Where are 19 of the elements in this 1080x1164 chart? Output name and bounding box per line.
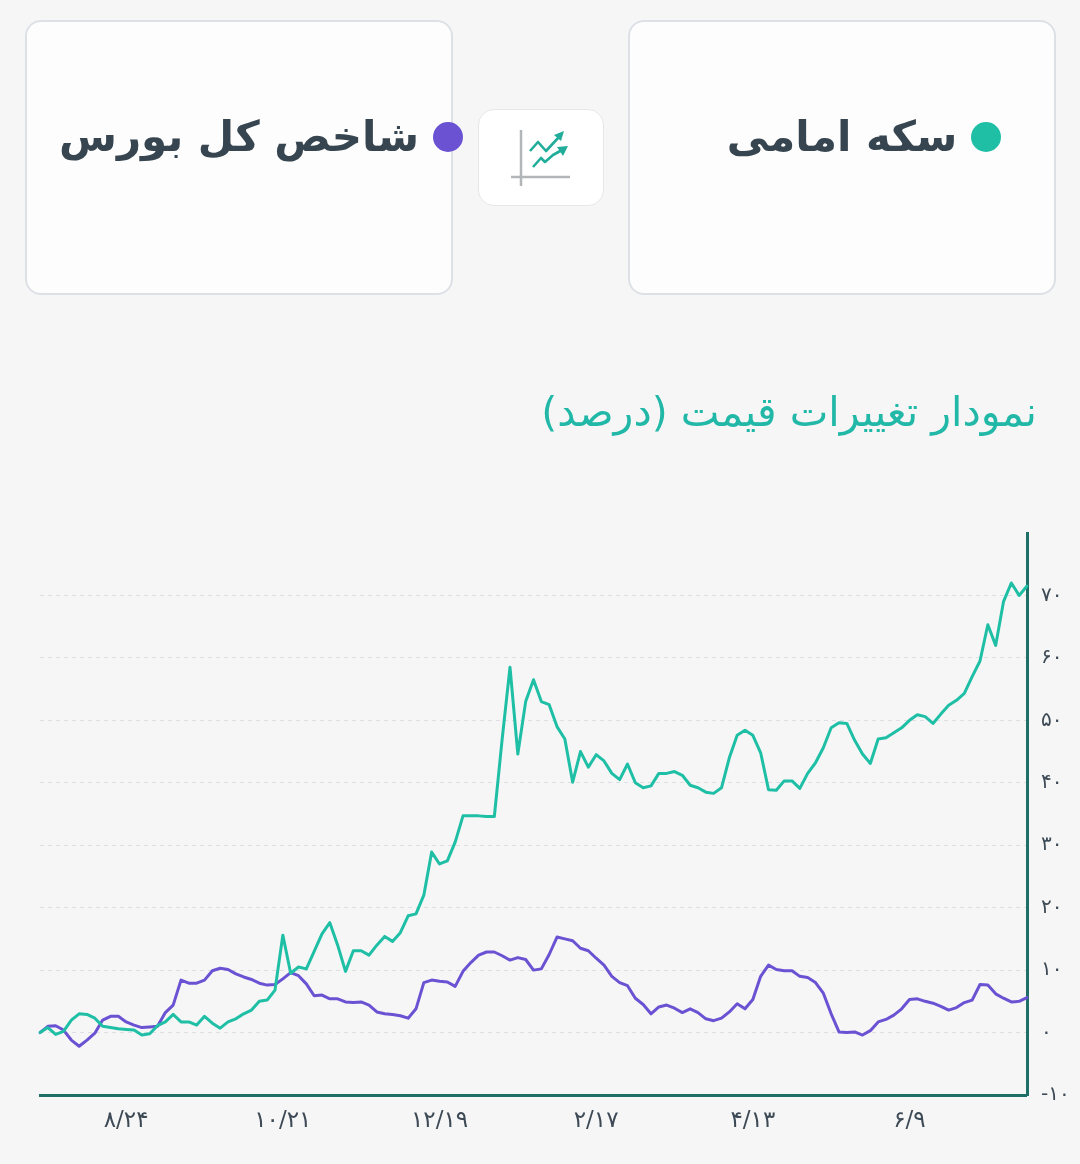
x-tick-label: ۱۲/۱۹ bbox=[410, 1105, 469, 1132]
x-tick-label: ۸/۲۴ bbox=[103, 1105, 149, 1132]
y-tick-label: ۱۰ bbox=[1041, 956, 1063, 981]
chart-title: نمودار تغییرات قیمت (درصد) bbox=[541, 388, 1037, 436]
y-tick-label: ۵۰ bbox=[1041, 706, 1063, 731]
x-tick-label: ۱۰/۲۱ bbox=[254, 1105, 312, 1132]
y-tick-label: ۳۰ bbox=[1041, 831, 1063, 856]
y-tick-label: ۴۰ bbox=[1041, 768, 1063, 793]
legend-label: شاخص کل بورس bbox=[58, 112, 420, 161]
x-tick-label: ۲/۱۷ bbox=[573, 1105, 619, 1132]
card: سکه امامی bbox=[628, 20, 1056, 295]
y-tick-label: ۶۰ bbox=[1041, 644, 1063, 669]
y-tick-label: ۲۰ bbox=[1041, 893, 1063, 918]
y-tick-label: ۰ bbox=[1041, 1018, 1052, 1043]
y-tick-label: -۱۰ bbox=[1041, 1081, 1070, 1106]
x-tick-label: ۴/۱۳ bbox=[730, 1105, 776, 1132]
y-tick-label: ۷۰ bbox=[1041, 581, 1063, 606]
x-tick-label: ۶/۹ bbox=[893, 1105, 926, 1132]
legend-label: سکه امامی bbox=[726, 112, 958, 161]
